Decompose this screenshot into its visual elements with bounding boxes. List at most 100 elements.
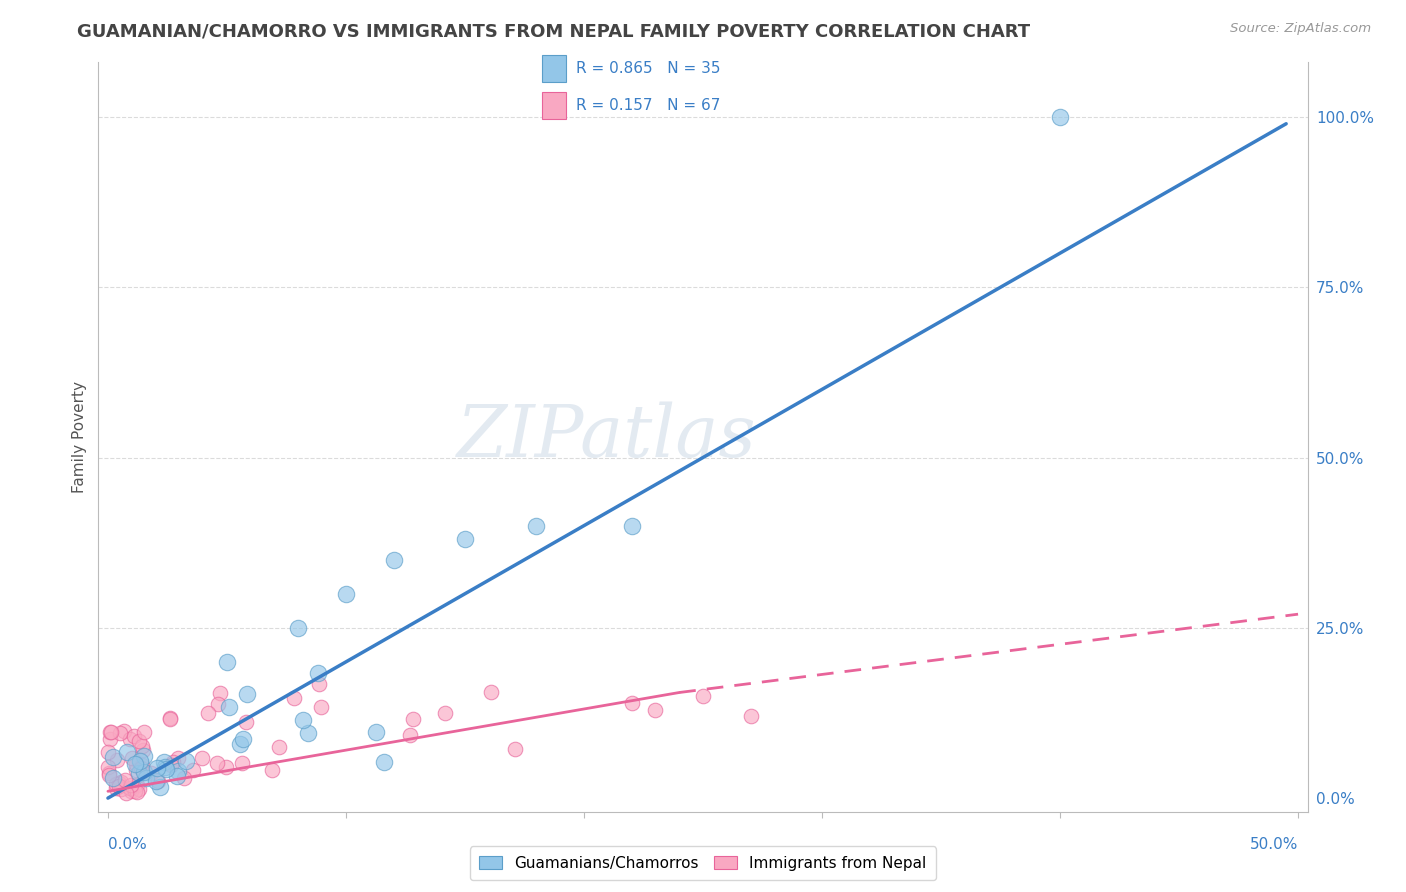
Point	[110, 775, 132, 789]
Point	[373, 756, 395, 770]
Point	[100, 725, 122, 739]
Point	[124, 757, 146, 772]
Point	[128, 733, 150, 747]
Point	[229, 737, 252, 751]
Point	[366, 725, 388, 739]
Point	[166, 764, 188, 779]
Point	[146, 761, 169, 775]
Point	[104, 777, 127, 791]
Text: R = 0.865   N = 35: R = 0.865 N = 35	[576, 61, 721, 76]
Point	[402, 712, 425, 726]
Point	[166, 768, 188, 782]
Point	[120, 778, 142, 792]
Point	[297, 725, 319, 739]
Point	[173, 771, 195, 785]
Point	[124, 783, 146, 797]
Point	[162, 755, 184, 769]
Legend: Guamanians/Chamorros, Immigrants from Nepal: Guamanians/Chamorros, Immigrants from Ne…	[470, 847, 936, 880]
Point	[159, 758, 181, 772]
Point	[308, 677, 330, 691]
Point	[208, 685, 231, 699]
Point	[503, 742, 526, 756]
Point	[125, 764, 148, 778]
Point	[97, 746, 120, 760]
Point	[115, 746, 138, 760]
Point	[107, 775, 129, 789]
Point	[97, 760, 120, 774]
Point	[692, 689, 714, 703]
Point	[125, 785, 148, 799]
FancyBboxPatch shape	[541, 54, 567, 82]
Point	[291, 714, 314, 728]
Point	[128, 781, 150, 796]
Point	[287, 621, 309, 635]
Point	[155, 760, 177, 774]
Point	[115, 785, 138, 799]
Point	[110, 782, 132, 797]
Text: ZIPatlas: ZIPatlas	[457, 401, 756, 473]
Text: GUAMANIAN/CHAMORRO VS IMMIGRANTS FROM NEPAL FAMILY POVERTY CORRELATION CHART: GUAMANIAN/CHAMORRO VS IMMIGRANTS FROM NE…	[77, 22, 1031, 40]
Point	[105, 753, 128, 767]
Point	[105, 781, 128, 796]
Point	[135, 771, 157, 785]
Point	[307, 666, 329, 681]
Point	[101, 771, 124, 785]
Point	[191, 751, 214, 765]
Point	[131, 757, 153, 772]
Point	[398, 728, 420, 742]
Point	[120, 781, 142, 796]
Y-axis label: Family Poverty: Family Poverty	[72, 381, 87, 493]
Point	[205, 756, 228, 770]
Point	[218, 699, 240, 714]
Text: 50.0%: 50.0%	[1250, 837, 1298, 852]
Point	[236, 687, 259, 701]
Point	[382, 552, 405, 566]
Point	[620, 518, 643, 533]
Point	[149, 780, 172, 794]
Point	[98, 731, 121, 746]
Point	[110, 725, 132, 739]
Point	[98, 768, 121, 782]
Point	[159, 712, 181, 726]
Point	[479, 685, 502, 699]
Point	[155, 762, 177, 776]
Point	[128, 765, 150, 780]
Point	[207, 697, 229, 711]
Point	[197, 706, 219, 720]
Point	[232, 732, 254, 747]
Text: 0.0%: 0.0%	[108, 837, 146, 852]
Point	[132, 749, 155, 764]
Point	[1049, 110, 1071, 124]
Point	[103, 750, 125, 764]
Point	[139, 765, 162, 780]
Point	[159, 711, 181, 725]
Point	[335, 587, 357, 601]
Point	[524, 518, 547, 533]
Point	[121, 750, 143, 764]
Point	[148, 774, 170, 789]
Point	[167, 751, 190, 765]
Point	[231, 756, 253, 770]
Point	[128, 754, 150, 768]
Point	[118, 731, 141, 746]
Point	[740, 709, 762, 723]
Point	[131, 739, 153, 754]
Point	[122, 729, 145, 743]
Point	[98, 766, 121, 780]
Point	[434, 706, 457, 720]
Point	[235, 715, 257, 730]
Point	[124, 757, 146, 772]
Text: Source: ZipAtlas.com: Source: ZipAtlas.com	[1230, 22, 1371, 36]
Point	[215, 655, 238, 669]
Point	[620, 696, 643, 710]
Text: R = 0.157   N = 67: R = 0.157 N = 67	[576, 98, 720, 113]
Point	[644, 702, 666, 716]
Point	[131, 742, 153, 756]
Point	[152, 755, 174, 769]
Point	[132, 765, 155, 780]
Point	[309, 700, 332, 714]
Point	[129, 761, 152, 775]
Point	[181, 763, 204, 777]
Point	[132, 725, 155, 739]
Point	[145, 774, 167, 789]
